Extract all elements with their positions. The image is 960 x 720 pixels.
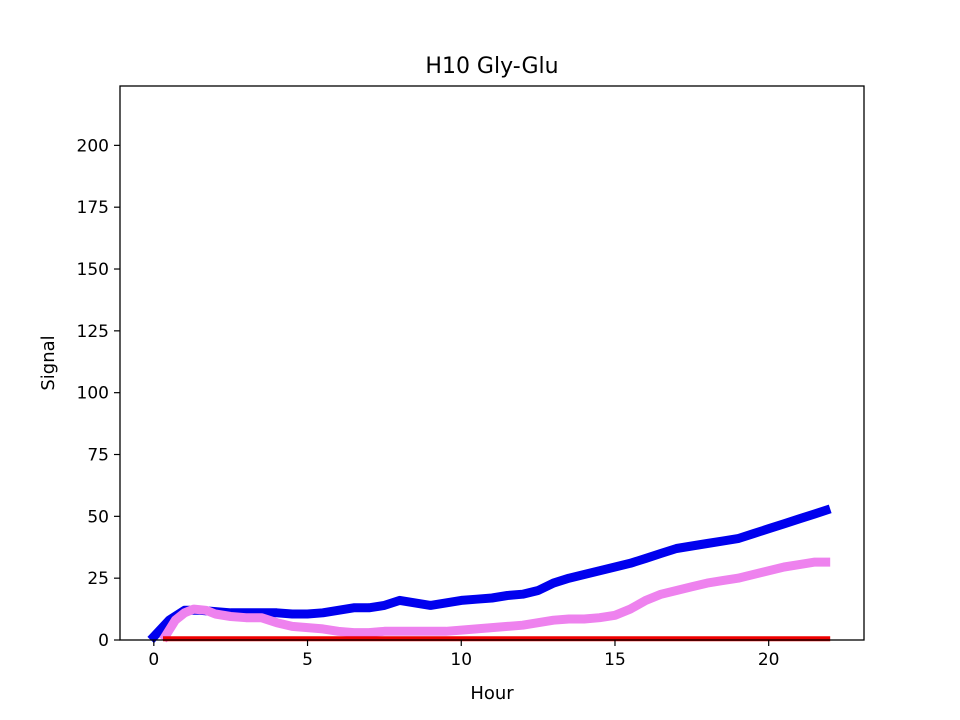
plot-frame	[119, 85, 865, 641]
x-tick-label: 10	[450, 650, 472, 670]
x-axis-label: Hour	[470, 683, 514, 704]
x-tick-label: 20	[758, 650, 780, 670]
y-axis: 0 25 50 75 100 125 150 175 200	[77, 136, 120, 651]
y-tick-label: 50	[87, 507, 109, 527]
series-layer	[147, 504, 832, 644]
x-tick-label: 0	[148, 650, 159, 670]
y-tick-label: 0	[98, 631, 109, 651]
y-tick-label: 75	[87, 446, 109, 466]
y-tick-label: 25	[87, 569, 109, 589]
y-tick-label: 150	[77, 260, 109, 280]
y-tick-label: 200	[77, 136, 109, 156]
chart-title: H10 Gly-Glu	[425, 54, 558, 79]
y-tick-label: 175	[77, 198, 109, 218]
x-axis: 0 5 10 15 20	[148, 640, 780, 670]
y-tick-label: 125	[77, 322, 109, 342]
series-line-violet	[159, 557, 831, 643]
x-tick-label: 5	[302, 650, 313, 670]
y-axis-label: Signal	[38, 335, 59, 390]
y-tick-label: 100	[77, 384, 109, 404]
series-line-blue	[147, 504, 832, 644]
x-tick-label: 15	[604, 650, 626, 670]
